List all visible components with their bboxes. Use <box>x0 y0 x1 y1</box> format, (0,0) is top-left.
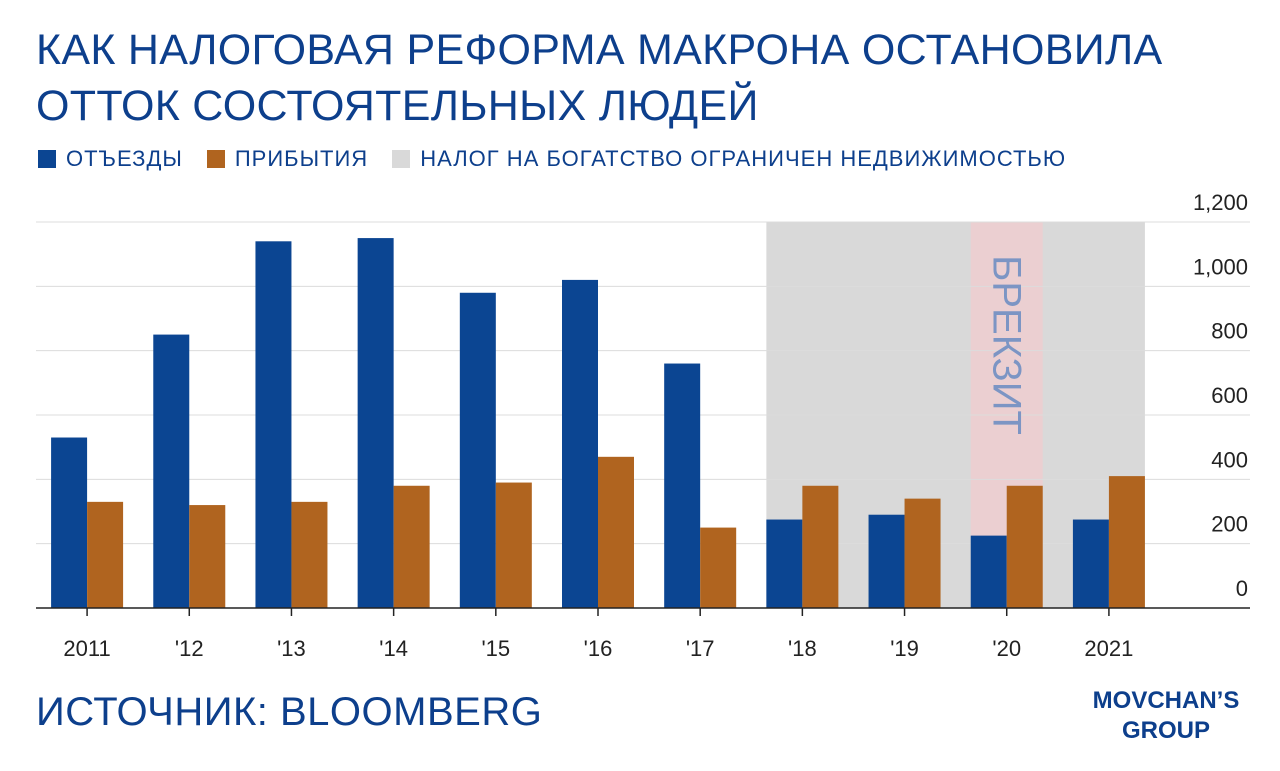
bar-departures <box>562 279 598 608</box>
bar-departures <box>51 437 88 608</box>
y-tick-label: 800 <box>1211 319 1248 344</box>
bar-arrivals <box>802 485 839 608</box>
x-tick-label: '15 <box>481 636 510 661</box>
bar-departures <box>153 334 190 608</box>
bar-arrivals <box>87 501 124 608</box>
bar-arrivals <box>1006 485 1043 608</box>
bar-departures <box>970 535 1007 608</box>
bar-arrivals <box>1108 476 1145 608</box>
bar-departures <box>664 363 701 608</box>
bar-departures <box>459 292 496 608</box>
legend-item-arrivals: ПРИБЫТИЯ <box>206 146 369 172</box>
y-tick-label: 0 <box>1236 576 1248 601</box>
logo-line-1: MOVCHAN’S <box>1092 687 1240 714</box>
bar-arrivals <box>189 505 226 608</box>
x-tick-label: '18 <box>788 636 817 661</box>
bar-arrivals <box>700 527 737 608</box>
y-tick-label: 200 <box>1211 512 1248 537</box>
bar-departures <box>868 514 905 608</box>
title-line-2: ОТТОК СОСТОЯТЕЛЬНЫХ ЛЮДЕЙ <box>36 82 759 130</box>
legend-swatch-tax-period <box>392 150 411 168</box>
logo-line-2: GROUP <box>1121 717 1210 744</box>
x-tick-label: '12 <box>175 636 204 661</box>
bar-arrivals <box>291 501 328 608</box>
legend-item-departures: ОТЪЕЗДЫ <box>38 146 183 172</box>
y-tick-label: 1,200 <box>1193 190 1248 215</box>
legend-label-departures: ОТЪЕЗДЫ <box>66 146 183 171</box>
source-note: ИСТОЧНИК: BLOOMBERG <box>36 690 543 734</box>
legend-label-arrivals: ПРИБЫТИЯ <box>234 146 369 171</box>
x-tick-label: 2021 <box>1084 636 1133 661</box>
bar-arrivals <box>904 498 941 608</box>
y-tick-label: 1,000 <box>1193 254 1248 279</box>
bar-arrivals <box>393 485 430 608</box>
x-tick-label: '20 <box>992 636 1021 661</box>
chart-title: КАК НАЛОГОВАЯ РЕФОРМА МАКРОНА ОСТАНОВИЛА… <box>36 22 1266 134</box>
brexit-annotation: БРЕКЗИТ <box>985 255 1029 435</box>
brand-logo: MOVCHAN’S GROUP <box>1066 686 1266 746</box>
bar-departures <box>766 519 803 608</box>
legend: ОТЪЕЗДЫ ПРИБЫТИЯ НАЛОГ НА БОГАТСТВО ОГРА… <box>38 146 1090 172</box>
bar-departures <box>357 238 394 609</box>
bar-arrivals <box>495 482 532 608</box>
legend-item-tax-period: НАЛОГ НА БОГАТСТВО ОГРАНИЧЕН НЕДВИЖИМОСТ… <box>392 146 1066 172</box>
x-tick-label: '19 <box>890 636 919 661</box>
x-tick-label: 2011 <box>63 636 110 661</box>
legend-swatch-departures <box>38 150 56 168</box>
x-tick-label: '17 <box>686 636 715 661</box>
bar-departures <box>255 241 292 609</box>
legend-label-tax-period: НАЛОГ НА БОГАТСТВО ОГРАНИЧЕН НЕДВИЖИМОСТ… <box>420 146 1067 171</box>
bar-arrivals <box>598 456 634 608</box>
x-tick-label: '14 <box>379 636 408 661</box>
legend-swatch-arrivals <box>206 150 225 168</box>
y-tick-label: 600 <box>1211 383 1248 408</box>
title-line-1: КАК НАЛОГОВАЯ РЕФОРМА МАКРОНА ОСТАНОВИЛА <box>36 26 1163 74</box>
bar-departures <box>1072 519 1109 608</box>
x-tick-label: '16 <box>584 636 613 661</box>
y-tick-label: 400 <box>1211 447 1248 472</box>
x-tick-label: '13 <box>277 636 306 661</box>
